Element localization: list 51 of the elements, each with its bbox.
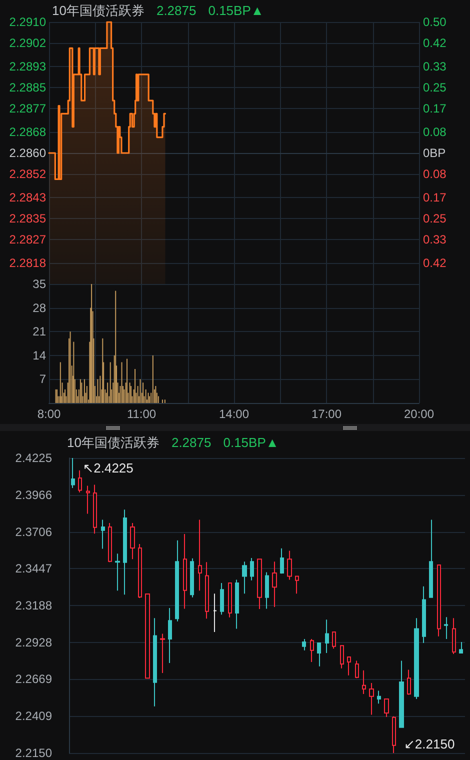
y-tick-label: 2.2902 (9, 36, 46, 50)
y2-tick-label: 0.17 (423, 101, 447, 116)
y2-tick-label: 0BP (423, 146, 446, 160)
y-tick-label: 2.2868 (9, 125, 46, 140)
y2-tick-label: 0.25 (423, 80, 447, 94)
y-tick-label: 2.2910 (9, 15, 46, 29)
y2-tick-label: 0.50 (423, 15, 447, 29)
text: 2.2875 (156, 3, 196, 19)
y-tick-label: 2.2150 (15, 746, 52, 760)
y-tick-label: 2.2852 (9, 166, 46, 181)
y-tick-label: 2.3966 (15, 488, 52, 502)
y2-tick-label: 0.33 (423, 232, 447, 246)
annotation: ↖2.4225 (82, 460, 134, 476)
y-tick-label: 2.2827 (9, 232, 46, 246)
y2-tick-label: 0.08 (423, 125, 447, 140)
y-tick-label: 35 (32, 277, 46, 291)
y-tick-label: 2.2893 (9, 60, 46, 74)
y-tick-label: 2.4225 (15, 451, 52, 465)
y2-tick-label: 0.17 (423, 190, 447, 205)
y-tick-label: 2.3706 (15, 524, 52, 539)
x-tick-label: 14:00 (218, 407, 250, 421)
annotation: ↙2.2150 (404, 736, 455, 752)
y-tick-label: 2.2818 (9, 256, 46, 270)
text: 0.15BP▲ (223, 435, 279, 451)
x-tick-label: 8:00 (37, 407, 61, 421)
y2-tick-label: 0.33 (423, 60, 447, 74)
y-tick-label: 2.2877 (9, 101, 46, 116)
y-tick-label: 28 (32, 300, 46, 315)
y-tick-label: 2.3447 (15, 562, 52, 576)
y2-tick-label: 0.25 (423, 212, 447, 226)
y-tick-label: 2.2928 (15, 635, 52, 650)
chart-title: 10年国债活跃券 (52, 3, 144, 19)
y-tick-label: 2.2669 (15, 672, 52, 686)
y-tick-label: 2.2843 (9, 190, 46, 205)
y-tick-label: 2.2860 (9, 146, 46, 160)
y-tick-label: 2.2885 (9, 80, 46, 94)
text: 2.2875 (171, 435, 212, 451)
y-tick-label: 2.3188 (15, 598, 52, 612)
x-tick-label: 11:00 (126, 407, 156, 421)
y2-tick-label: 0.42 (423, 256, 447, 270)
y2-tick-label: 0.42 (423, 36, 447, 50)
x-tick-label: 17:00 (311, 407, 342, 421)
chart-title: 10年国债活跃券 (67, 435, 160, 451)
y-tick-label: 2.2409 (15, 709, 52, 724)
y-tick-label: 2.2835 (9, 212, 46, 226)
y-tick-label: 7 (39, 372, 46, 386)
y2-tick-label: 0.08 (423, 166, 447, 181)
x-tick-label: 20:00 (404, 407, 434, 421)
y-tick-label: 21 (32, 324, 46, 339)
text: 0.15BP▲ (208, 3, 264, 19)
y-tick-label: 14 (32, 348, 46, 362)
